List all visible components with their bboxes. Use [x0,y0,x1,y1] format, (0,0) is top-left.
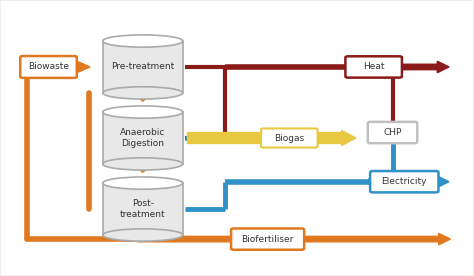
Ellipse shape [103,177,183,189]
Bar [103,183,183,235]
FancyBboxPatch shape [261,128,318,148]
Bar [103,112,183,164]
Text: Electricity: Electricity [382,177,427,186]
FancyArrow shape [74,62,90,72]
Ellipse shape [103,158,183,170]
Bar [103,41,183,93]
Text: Biogas: Biogas [274,134,304,142]
FancyBboxPatch shape [346,56,402,78]
FancyBboxPatch shape [370,171,438,192]
Text: Post-
treatment: Post- treatment [120,199,165,219]
FancyBboxPatch shape [20,56,77,78]
FancyArrow shape [188,131,356,145]
FancyBboxPatch shape [231,229,304,250]
Ellipse shape [103,87,183,99]
Text: Heat: Heat [363,62,384,71]
Text: Pre-treatment: Pre-treatment [111,62,174,71]
Ellipse shape [103,35,183,47]
FancyArrow shape [138,233,450,245]
FancyArrow shape [368,176,449,187]
Text: Biowaste: Biowaste [28,62,69,71]
FancyArrow shape [134,94,152,101]
FancyArrow shape [350,61,449,73]
FancyBboxPatch shape [368,122,417,143]
Text: CHP: CHP [383,128,401,137]
FancyArrow shape [134,165,152,172]
Text: Biofertiliser: Biofertiliser [241,235,294,244]
Ellipse shape [103,106,183,118]
Ellipse shape [103,229,183,241]
Text: Anaerobic
Digestion: Anaerobic Digestion [120,128,165,148]
